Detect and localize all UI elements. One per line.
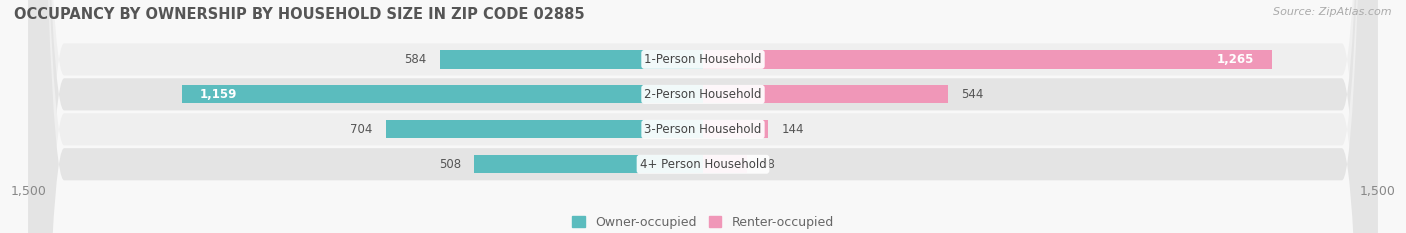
Text: 508: 508 <box>439 158 461 171</box>
Text: OCCUPANCY BY OWNERSHIP BY HOUSEHOLD SIZE IN ZIP CODE 02885: OCCUPANCY BY OWNERSHIP BY HOUSEHOLD SIZE… <box>14 7 585 22</box>
FancyBboxPatch shape <box>28 0 1378 233</box>
Text: 1,159: 1,159 <box>200 88 238 101</box>
Bar <box>440 50 703 69</box>
Legend: Owner-occupied, Renter-occupied: Owner-occupied, Renter-occupied <box>572 216 834 229</box>
Bar <box>703 50 1272 69</box>
Bar <box>474 155 703 173</box>
Bar <box>703 155 747 173</box>
Bar <box>703 120 768 138</box>
Text: 4+ Person Household: 4+ Person Household <box>640 158 766 171</box>
Text: 544: 544 <box>962 88 984 101</box>
Text: 704: 704 <box>350 123 373 136</box>
Bar <box>181 85 703 103</box>
Bar <box>703 85 948 103</box>
FancyBboxPatch shape <box>28 0 1378 233</box>
Text: 144: 144 <box>782 123 804 136</box>
Text: 1-Person Household: 1-Person Household <box>644 53 762 66</box>
FancyBboxPatch shape <box>28 0 1378 233</box>
FancyBboxPatch shape <box>28 0 1378 233</box>
Bar <box>387 120 703 138</box>
Text: 584: 584 <box>405 53 427 66</box>
Text: 3-Person Household: 3-Person Household <box>644 123 762 136</box>
Text: 2-Person Household: 2-Person Household <box>644 88 762 101</box>
Text: Source: ZipAtlas.com: Source: ZipAtlas.com <box>1274 7 1392 17</box>
Text: 98: 98 <box>761 158 776 171</box>
Text: 1,265: 1,265 <box>1216 53 1254 66</box>
